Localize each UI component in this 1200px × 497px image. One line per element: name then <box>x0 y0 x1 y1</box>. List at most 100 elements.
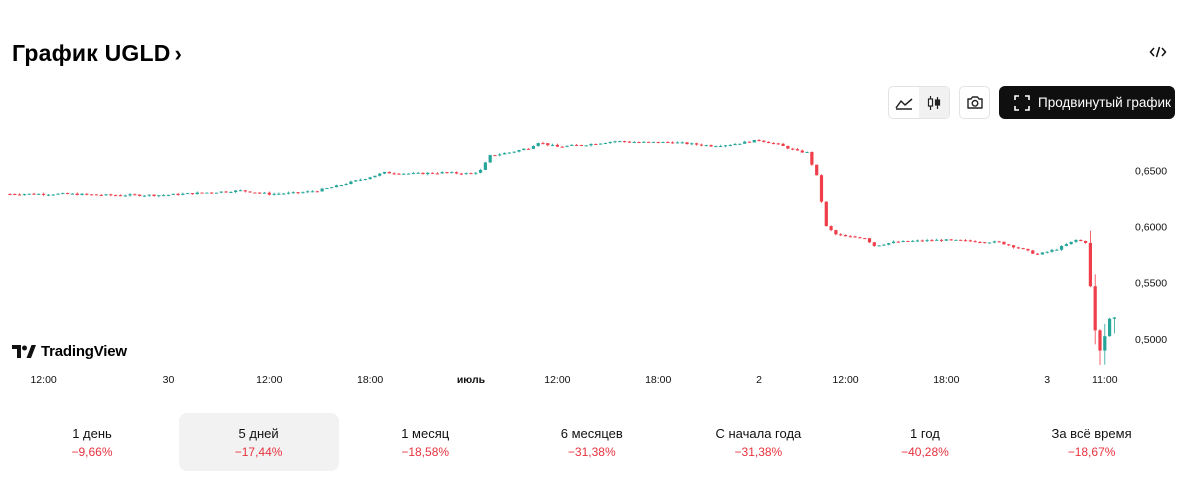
candle-body <box>162 195 166 197</box>
period-label: За всё время <box>1051 425 1132 441</box>
candle-body <box>157 195 161 197</box>
embed-button[interactable] <box>1146 42 1170 62</box>
candle-body <box>37 193 41 195</box>
candle-body <box>915 240 920 242</box>
candle-body <box>402 173 406 175</box>
candles-layer <box>8 139 1116 366</box>
candle-body <box>114 195 118 197</box>
candle-body <box>301 192 305 194</box>
candle-body <box>671 142 675 144</box>
period-label: 1 год <box>910 425 940 441</box>
page-title[interactable]: График UGLD › <box>12 40 182 67</box>
candle-body <box>181 193 185 195</box>
area-style-button[interactable] <box>889 87 919 118</box>
period-1m[interactable]: 1 месяц −18,58% <box>345 413 505 471</box>
candle-body <box>843 235 848 237</box>
candle-body <box>805 151 809 153</box>
candle-body <box>1107 318 1112 337</box>
candle-body <box>973 241 977 243</box>
candle-body <box>1021 248 1025 250</box>
period-all[interactable]: За всё время −18,67% <box>1012 413 1172 471</box>
candle-body <box>378 173 382 176</box>
advanced-chart-button[interactable]: Продвинутый график <box>999 86 1175 119</box>
candle-body <box>8 193 12 195</box>
period-change: −31,38% <box>567 444 616 459</box>
candle-body <box>771 143 776 145</box>
candle-body <box>824 201 828 227</box>
candles-style-button[interactable] <box>919 87 949 118</box>
candle-body <box>1002 241 1006 245</box>
candle-body <box>306 191 310 193</box>
x-tick-label: 11:00 <box>1092 374 1118 386</box>
period-label: 5 дней <box>238 425 279 441</box>
candle-body <box>579 145 584 147</box>
period-ytd[interactable]: С начала года −31,38% <box>678 413 838 471</box>
candle-body <box>373 175 377 178</box>
x-axis: 12:00 30 12:00 18:00 июль 12:00 18:00 2 12:00 18:… <box>30 374 1117 386</box>
period-1d[interactable]: 1 день −9,66% <box>12 413 172 471</box>
chart-toolbar: Продвинутый график <box>888 86 1175 119</box>
price-chart[interactable]: 0,5000 0,5500 0,6000 0,6500 12:00 30 12:00 18:… <box>0 0 1200 400</box>
candle-body <box>416 172 420 174</box>
period-6m[interactable]: 6 месяцев −31,38% <box>512 413 672 471</box>
candle-body <box>589 143 593 146</box>
period-change: −18,67% <box>1067 444 1116 459</box>
screenshot-button[interactable] <box>959 86 990 119</box>
candle-body <box>603 143 608 145</box>
tradingview-logo-icon <box>12 345 36 358</box>
camera-icon <box>966 96 983 109</box>
candle-body <box>1093 286 1097 331</box>
candle-body <box>296 192 300 194</box>
candle-body <box>445 172 449 174</box>
candle-body <box>229 192 233 194</box>
candle-body <box>426 172 430 175</box>
candle-body <box>911 240 915 242</box>
candle-body <box>507 152 511 154</box>
candle-body <box>176 193 180 195</box>
candle-body <box>483 162 487 170</box>
candle-body <box>853 236 857 238</box>
candle-body <box>642 141 646 143</box>
candle-body <box>469 173 473 175</box>
candle-body <box>195 192 199 195</box>
candle-body <box>502 153 507 155</box>
candle-body <box>1050 249 1054 252</box>
period-change: −9,66% <box>71 444 113 459</box>
candle-body <box>1040 252 1044 255</box>
candle-body <box>128 194 132 196</box>
candle-body <box>42 193 46 195</box>
period-5d[interactable]: 5 дней −17,44% <box>178 413 339 471</box>
candle-body <box>719 146 723 148</box>
candle-body <box>834 230 838 235</box>
candle-body <box>968 240 972 242</box>
period-1y[interactable]: 1 год −40,28% <box>845 413 1005 471</box>
candle-body <box>1055 249 1059 251</box>
candle-body <box>613 141 617 143</box>
candle-body <box>992 241 996 243</box>
chevron-right-icon: › <box>174 40 183 66</box>
candle-body <box>560 146 564 148</box>
candle-body <box>570 144 574 146</box>
period-change: −40,28% <box>901 444 949 459</box>
candle-body <box>1088 242 1092 287</box>
candle-body <box>690 143 694 145</box>
candle-body <box>94 194 99 196</box>
area-chart-icon <box>895 97 913 110</box>
candle-body <box>954 239 958 241</box>
candle-body <box>627 141 632 143</box>
candle-body <box>906 240 910 242</box>
candle-body <box>421 172 425 175</box>
candle-body <box>575 144 579 146</box>
candle-body <box>935 239 939 241</box>
candle-body <box>339 185 343 187</box>
candle-body <box>877 245 881 247</box>
y-tick-label: 0,6000 <box>1135 222 1167 234</box>
candle-body <box>531 146 535 149</box>
candle-body <box>354 180 358 182</box>
candle-body <box>243 190 247 192</box>
candle-body <box>1031 250 1035 254</box>
period-label: 1 месяц <box>401 425 450 441</box>
x-tick-label: 12:00 <box>256 374 282 386</box>
candle-body <box>66 193 70 195</box>
candlestick-icon <box>927 95 941 110</box>
